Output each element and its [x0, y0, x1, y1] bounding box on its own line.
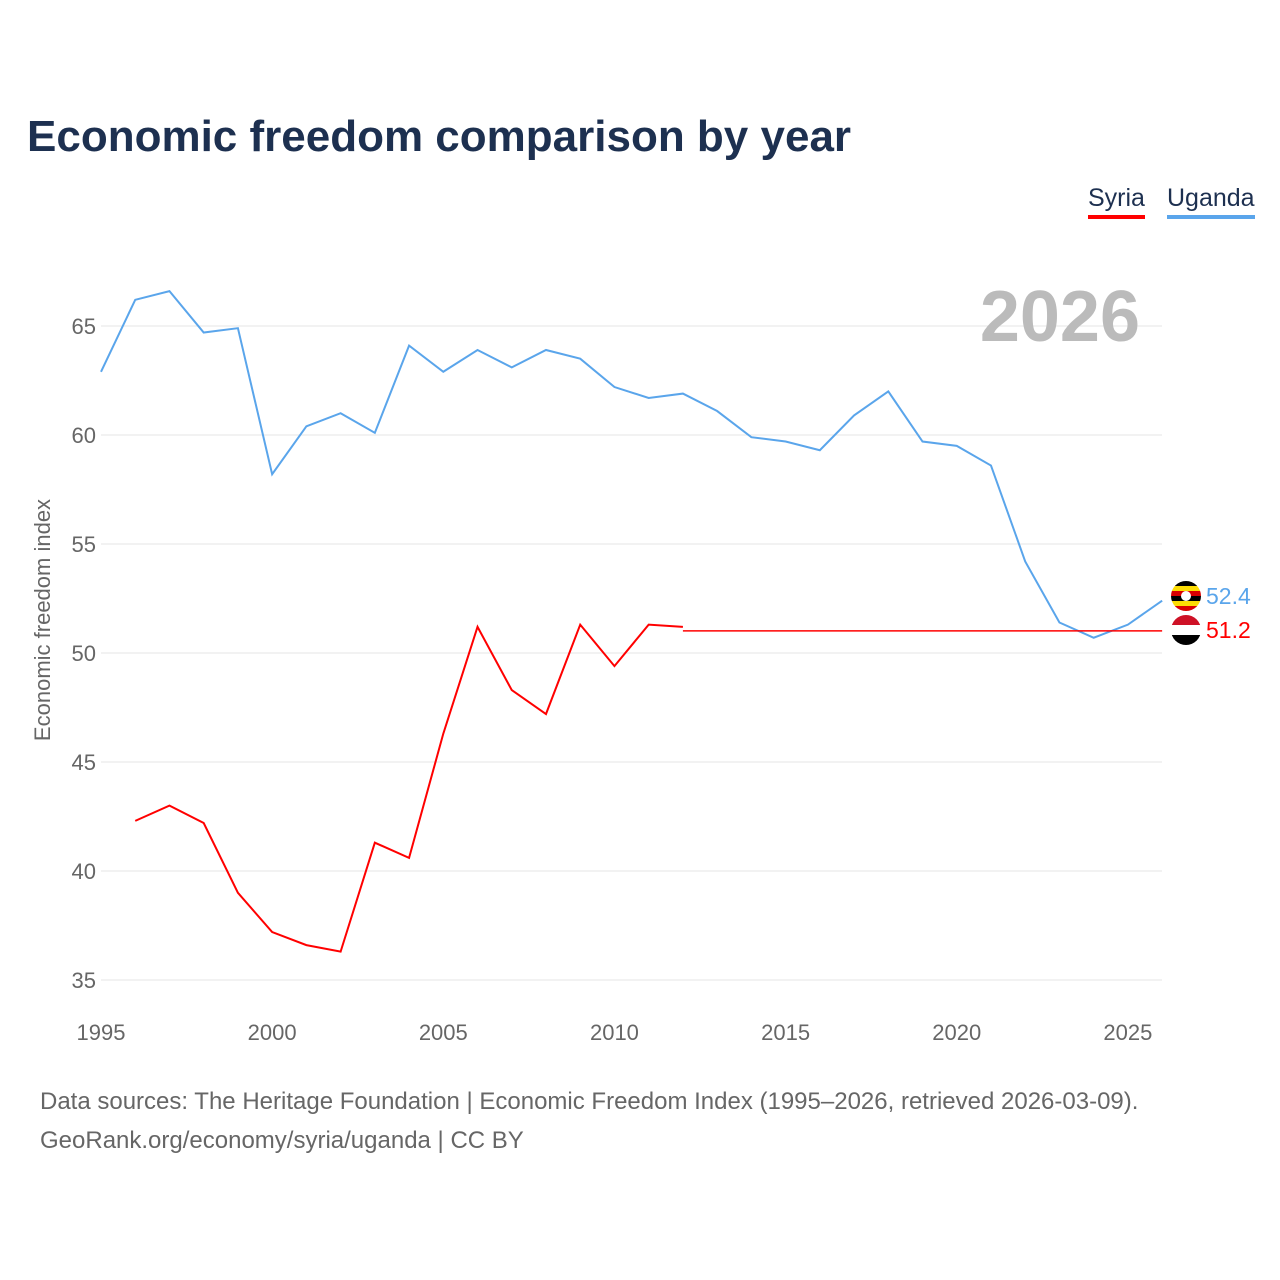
y-axis-label: Economic freedom index — [30, 499, 55, 741]
syria-flag-stripe — [1171, 615, 1201, 625]
y-tick-label: 55 — [72, 532, 96, 557]
y-tick-label: 50 — [72, 641, 96, 666]
y-tick-label: 60 — [72, 423, 96, 448]
x-tick-label: 1995 — [77, 1020, 126, 1045]
x-tick-label: 2010 — [590, 1020, 639, 1045]
x-tick-label: 2000 — [248, 1020, 297, 1045]
series-line-syria — [134, 622, 683, 953]
year-label: 2026 — [980, 277, 1140, 357]
x-tick-label: 2005 — [419, 1020, 468, 1045]
x-tick-label: 2025 — [1103, 1020, 1152, 1045]
chart-title: Economic freedom comparison by year — [27, 112, 852, 161]
y-tick-label: 45 — [72, 750, 96, 775]
y-tick-label: 65 — [72, 314, 96, 339]
uganda-flag-stripe — [1171, 601, 1201, 606]
y-tick-label: 35 — [72, 968, 96, 993]
uganda-flag-stripe — [1171, 581, 1201, 586]
syria-flag-stripe — [1171, 625, 1201, 635]
uganda-flag-stripe — [1171, 606, 1201, 611]
uganda-flag-stripe — [1171, 586, 1201, 591]
syria-flag-stripe — [1171, 635, 1201, 645]
y-tick-label: 40 — [72, 859, 96, 884]
source-line-1: Data sources: The Heritage Foundation | … — [40, 1088, 1139, 1115]
legend-uganda[interactable]: Uganda — [1167, 184, 1255, 219]
end-label-uganda: 52.4 — [1206, 583, 1251, 609]
end-label-syria: 51.2 — [1206, 617, 1251, 643]
legend-syria[interactable]: Syria — [1088, 184, 1145, 219]
series-line-uganda — [100, 289, 1163, 639]
uganda-flag-emblem — [1181, 591, 1191, 601]
x-tick-label: 2015 — [761, 1020, 810, 1045]
source-line-2: GeoRank.org/economy/syria/uganda | CC BY — [40, 1127, 524, 1154]
x-tick-label: 2020 — [932, 1020, 981, 1045]
